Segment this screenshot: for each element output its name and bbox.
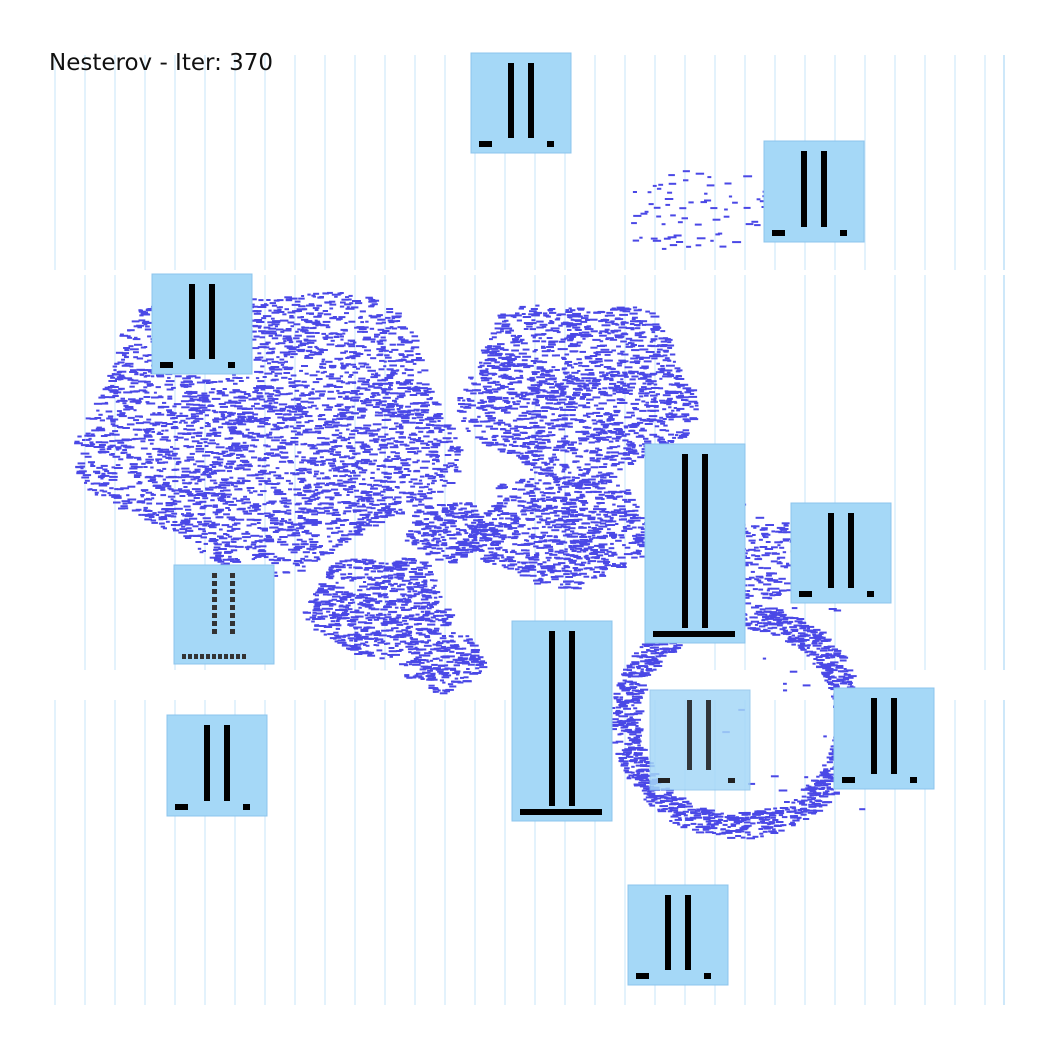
macro-7 [511, 620, 613, 822]
standard-cells [74, 170, 868, 840]
macro-11 [627, 884, 729, 986]
macro-2 [763, 140, 865, 243]
macro-1 [470, 52, 572, 154]
macro-3 [151, 273, 253, 375]
macro-9 [833, 687, 935, 790]
macro-5 [790, 502, 892, 604]
macro-10 [166, 714, 268, 817]
macro-6 [173, 564, 275, 665]
macro-blocks [151, 52, 935, 986]
macro-8 [649, 689, 751, 791]
macro-4 [644, 443, 746, 644]
iteration-title: Nesterov - Iter: 370 [49, 50, 274, 76]
